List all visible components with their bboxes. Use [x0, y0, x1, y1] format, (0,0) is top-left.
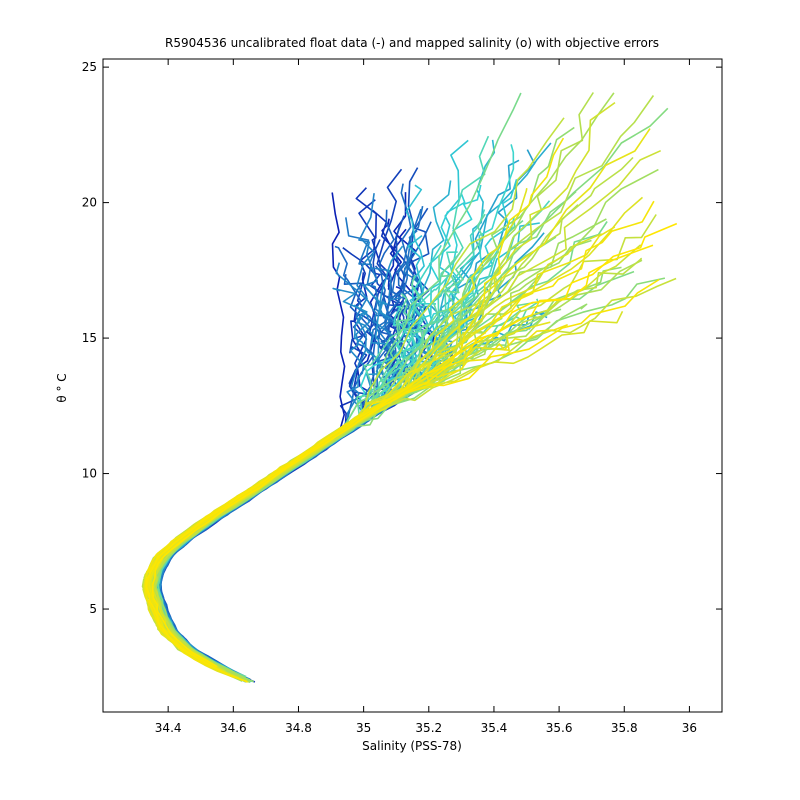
- chart-title: R5904536 uncalibrated float data (-) and…: [165, 36, 659, 50]
- x-tick-label: 35.2: [415, 721, 442, 735]
- x-tick-label: 34.4: [155, 721, 182, 735]
- profile-line: [153, 277, 677, 662]
- y-tick-label: 20: [82, 196, 97, 210]
- profile-lines: [141, 92, 678, 683]
- x-tick-label: 34.8: [285, 721, 312, 735]
- plot-area: 34.4 34.6 34.8 35 35.2 35.4 35.6 35.8 36 5 10 15 20…: [82, 58, 723, 735]
- profile-line: [145, 244, 654, 683]
- x-axis-label: Salinity (PSS-78): [362, 739, 462, 753]
- profile-line: [151, 222, 678, 668]
- profile-line: [150, 188, 528, 668]
- y-axis-ticks: 5 10 15 20 25: [82, 60, 722, 616]
- x-tick-label: 35: [356, 721, 371, 735]
- y-axis-label: θ ° C: [55, 373, 69, 402]
- x-tick-label: 35.8: [611, 721, 638, 735]
- x-tick-label: 35.4: [481, 721, 508, 735]
- x-tick-label: 34.6: [220, 721, 247, 735]
- y-tick-label: 25: [82, 60, 97, 74]
- x-tick-label: 36: [682, 721, 697, 735]
- y-tick-label: 5: [89, 602, 97, 616]
- x-tick-label: 35.6: [546, 721, 573, 735]
- y-tick-label: 10: [82, 467, 97, 481]
- y-tick-label: 15: [82, 331, 97, 345]
- x-axis-ticks: 34.4 34.6 34.8 35 35.2 35.4 35.6 35.8 36: [155, 59, 697, 735]
